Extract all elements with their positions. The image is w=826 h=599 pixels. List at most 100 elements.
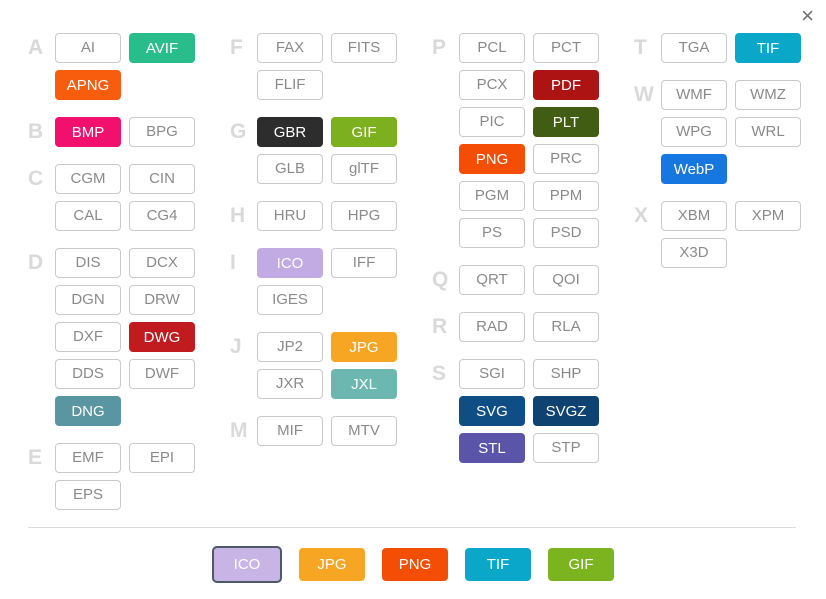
format-button-avif[interactable]: AVIF	[129, 33, 195, 63]
format-column: P PCL PCT PCX PDF PIC PLT PNG PRC PGM PPM PS PSD Q QRT…	[432, 33, 599, 480]
format-button-hru[interactable]: HRU	[257, 201, 323, 231]
format-group-t: T TGA TIF	[634, 33, 801, 63]
format-button-gif[interactable]: GIF	[331, 117, 397, 147]
format-group-p: P PCL PCT PCX PDF PIC PLT PNG PRC PGM PPM PS PSD	[432, 33, 599, 248]
format-button-apng[interactable]: APNG	[55, 70, 121, 100]
format-button-ai[interactable]: AI	[55, 33, 121, 63]
group-letter-h: H	[230, 204, 246, 227]
format-grid: AI AVIF APNG	[55, 33, 195, 100]
format-button-ppm[interactable]: PPM	[533, 181, 599, 211]
format-grid: TGA TIF	[661, 33, 801, 63]
format-button-fax[interactable]: FAX	[257, 33, 323, 63]
selected-format-tif[interactable]: TIF	[465, 548, 531, 581]
format-button-flif[interactable]: FLIF	[257, 70, 323, 100]
format-button-x3d[interactable]: X3D	[661, 238, 727, 268]
format-button-mif[interactable]: MIF	[257, 416, 323, 446]
format-button-jp2[interactable]: JP2	[257, 332, 323, 362]
format-button-cgm[interactable]: CGM	[55, 164, 121, 194]
format-button-dxf[interactable]: DXF	[55, 322, 121, 352]
format-button-pcx[interactable]: PCX	[459, 70, 525, 100]
format-button-dng[interactable]: DNG	[55, 396, 121, 426]
format-button-cal[interactable]: CAL	[55, 201, 121, 231]
format-button-bpg[interactable]: BPG	[129, 117, 195, 147]
format-button-dwf[interactable]: DWF	[129, 359, 195, 389]
format-button-wmf[interactable]: WMF	[661, 80, 727, 110]
format-button-tga[interactable]: TGA	[661, 33, 727, 63]
format-button-drw[interactable]: DRW	[129, 285, 195, 315]
format-button-pct[interactable]: PCT	[533, 33, 599, 63]
format-button-tif[interactable]: TIF	[735, 33, 801, 63]
format-button-glb[interactable]: GLB	[257, 154, 323, 184]
format-button-gbr[interactable]: GBR	[257, 117, 323, 147]
format-grid: ICO IFF IGES	[257, 248, 397, 315]
format-button-svgz[interactable]: SVGZ	[533, 396, 599, 426]
format-button-pic[interactable]: PIC	[459, 107, 525, 137]
format-button-jpg[interactable]: JPG	[331, 332, 397, 362]
format-button-qrt[interactable]: QRT	[459, 265, 525, 295]
format-button-mtv[interactable]: MTV	[331, 416, 397, 446]
format-column: T TGA TIF W WMF WMZ WPG WRL WebP X XBM XPM X3D	[634, 33, 801, 285]
format-group-q: Q QRT QOI	[432, 265, 599, 295]
format-button-psd[interactable]: PSD	[533, 218, 599, 248]
format-button-jxr[interactable]: JXR	[257, 369, 323, 399]
format-button-xbm[interactable]: XBM	[661, 201, 727, 231]
format-button-prc[interactable]: PRC	[533, 144, 599, 174]
format-button-qoi[interactable]: QOI	[533, 265, 599, 295]
format-button-dgn[interactable]: DGN	[55, 285, 121, 315]
selected-format-ico[interactable]: ICO	[212, 546, 282, 583]
format-button-png[interactable]: PNG	[459, 144, 525, 174]
close-button[interactable]: ×	[797, 2, 818, 30]
format-button-dis[interactable]: DIS	[55, 248, 121, 278]
format-button-emf[interactable]: EMF	[55, 443, 121, 473]
format-button-hpg[interactable]: HPG	[331, 201, 397, 231]
group-letter-m: M	[230, 419, 248, 442]
format-grid: GBR GIF GLB glTF	[257, 117, 397, 184]
format-button-gltf[interactable]: glTF	[331, 154, 397, 184]
format-button-pgm[interactable]: PGM	[459, 181, 525, 211]
format-button-cin[interactable]: CIN	[129, 164, 195, 194]
format-button-fits[interactable]: FITS	[331, 33, 397, 63]
format-button-stl[interactable]: STL	[459, 433, 525, 463]
format-column: F FAX FITS FLIF G GBR GIF GLB glTF H HRU HPG I ICO IFF…	[230, 33, 397, 463]
format-button-bmp[interactable]: BMP	[55, 117, 121, 147]
format-button-xpm[interactable]: XPM	[735, 201, 801, 231]
format-button-wmz[interactable]: WMZ	[735, 80, 801, 110]
format-button-eps[interactable]: EPS	[55, 480, 121, 510]
format-button-iff[interactable]: IFF	[331, 248, 397, 278]
format-button-cg4[interactable]: CG4	[129, 201, 195, 231]
format-grid: RAD RLA	[459, 312, 599, 342]
format-group-c: C CGM CIN CAL CG4	[28, 164, 195, 231]
format-button-sgi[interactable]: SGI	[459, 359, 525, 389]
group-letter-r: R	[432, 315, 448, 338]
format-button-pdf[interactable]: PDF	[533, 70, 599, 100]
group-letter-s: S	[432, 362, 447, 385]
format-button-dwg[interactable]: DWG	[129, 322, 195, 352]
format-button-jxl[interactable]: JXL	[331, 369, 397, 399]
format-button-ico[interactable]: ICO	[257, 248, 323, 278]
format-button-plt[interactable]: PLT	[533, 107, 599, 137]
format-group-d: D DIS DCX DGN DRW DXF DWG DDS DWF DNG	[28, 248, 195, 426]
format-button-rad[interactable]: RAD	[459, 312, 525, 342]
format-button-shp[interactable]: SHP	[533, 359, 599, 389]
format-button-rla[interactable]: RLA	[533, 312, 599, 342]
format-button-ps[interactable]: PS	[459, 218, 525, 248]
format-group-w: W WMF WMZ WPG WRL WebP	[634, 80, 801, 184]
format-button-webp[interactable]: WebP	[661, 154, 727, 184]
format-button-epi[interactable]: EPI	[129, 443, 195, 473]
format-button-pcl[interactable]: PCL	[459, 33, 525, 63]
format-group-j: J JP2 JPG JXR JXL	[230, 332, 397, 399]
format-button-iges[interactable]: IGES	[257, 285, 323, 315]
format-button-wpg[interactable]: WPG	[661, 117, 727, 147]
format-group-f: F FAX FITS FLIF	[230, 33, 397, 100]
selected-format-png[interactable]: PNG	[382, 548, 448, 581]
format-button-dds[interactable]: DDS	[55, 359, 121, 389]
selected-formats-bar: ICO JPG PNG TIF GIF	[0, 546, 826, 583]
selected-format-gif[interactable]: GIF	[548, 548, 614, 581]
format-grid: FAX FITS FLIF	[257, 33, 397, 100]
format-button-svg[interactable]: SVG	[459, 396, 525, 426]
format-button-dcx[interactable]: DCX	[129, 248, 195, 278]
format-button-wrl[interactable]: WRL	[735, 117, 801, 147]
format-button-stp[interactable]: STP	[533, 433, 599, 463]
format-grid: SGI SHP SVG SVGZ STL STP	[459, 359, 599, 463]
selected-format-jpg[interactable]: JPG	[299, 548, 365, 581]
